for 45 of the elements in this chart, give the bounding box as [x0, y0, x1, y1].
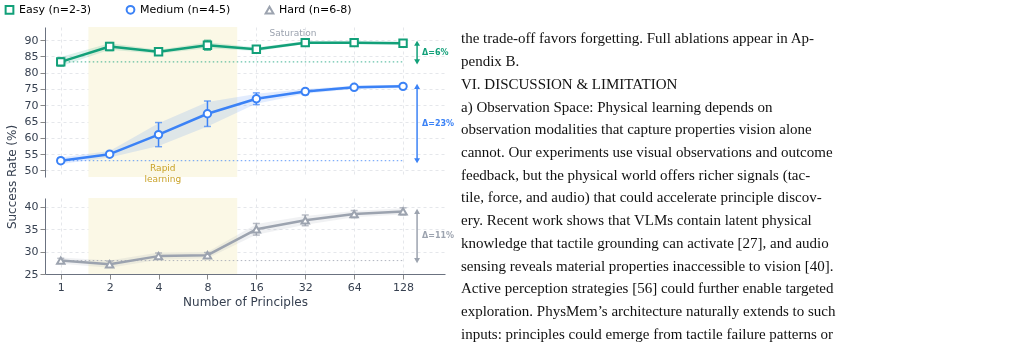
y-tick-label: 55	[24, 147, 39, 161]
x-tick-label: 32	[298, 280, 313, 294]
legend-label: Medium (n=4-5)	[140, 2, 231, 16]
annotation: Δ=6%	[422, 47, 449, 57]
y-tick-label: 80	[24, 66, 39, 80]
text: ery. Recent work shows that VLMs contain latent physical	[461, 212, 812, 229]
x-tick-label: 1	[57, 280, 65, 294]
legend-label: Easy (n=2-3)	[19, 2, 92, 16]
y-tick-label: 75	[24, 82, 39, 96]
text: sensing reveals material properties inaccessible to vision [40].	[461, 257, 834, 274]
text: tile, force, and audio) that could accelerate principle discov-	[461, 189, 822, 207]
x-tick-label: 64	[347, 280, 362, 294]
y-tick-label: 50	[24, 163, 39, 177]
annotation: Saturation	[269, 28, 317, 38]
text: inputs: principles could emerge from tactile failure patterns or	[461, 325, 834, 342]
y-axis-title: Success Rate (%)	[5, 124, 19, 230]
y-tick-label: 40	[24, 200, 39, 214]
text: VI. DISCUSSION & LIMITATION	[461, 75, 678, 92]
x-tick-label: 8	[204, 280, 212, 294]
text: observation modalities that capture properties vision alone	[461, 121, 813, 138]
text: a) Observation Space: Physical learning depends on	[461, 98, 774, 116]
annotation: Δ=23%	[422, 118, 455, 128]
band-label: Rapid learning	[144, 163, 182, 184]
x-axis-title: Number of Principles	[183, 294, 308, 309]
text: the trade-off favors forgetting. Full ablations appear in Ap-	[461, 30, 815, 47]
x-tick-label: 2	[106, 280, 114, 294]
y-tick-label: 70	[24, 98, 39, 112]
text: exploration. PhysMem’s architecture naturally extends to such	[461, 302, 836, 319]
x-tick-label: 16	[249, 280, 264, 294]
y-tick-label: 25	[24, 267, 39, 281]
y-tick-label: 90	[24, 33, 39, 47]
y-tick-label: 30	[24, 245, 39, 259]
annotation: Δ=11%	[422, 231, 455, 240]
x-tick-label: 128	[393, 280, 415, 294]
y-tick-label: 35	[24, 222, 39, 236]
y-tick-label: 65	[24, 115, 39, 129]
x-tick-label: 4	[155, 280, 163, 294]
y-tick-label: 85	[24, 49, 39, 63]
text: feedback, but the physical world offers richer signals (tac-	[461, 166, 811, 184]
legend-label: Hard (n=6-8)	[279, 3, 352, 17]
text: knowledge that tactile grounding can activate [27], and audio	[461, 234, 829, 251]
text: pendix B.	[461, 53, 520, 70]
text: Active perception strategies [56] could further enable targeted	[461, 280, 834, 297]
text: cannot. Our experiments use visual observations and outcome	[461, 143, 833, 160]
y-tick-label: 60	[24, 131, 39, 145]
